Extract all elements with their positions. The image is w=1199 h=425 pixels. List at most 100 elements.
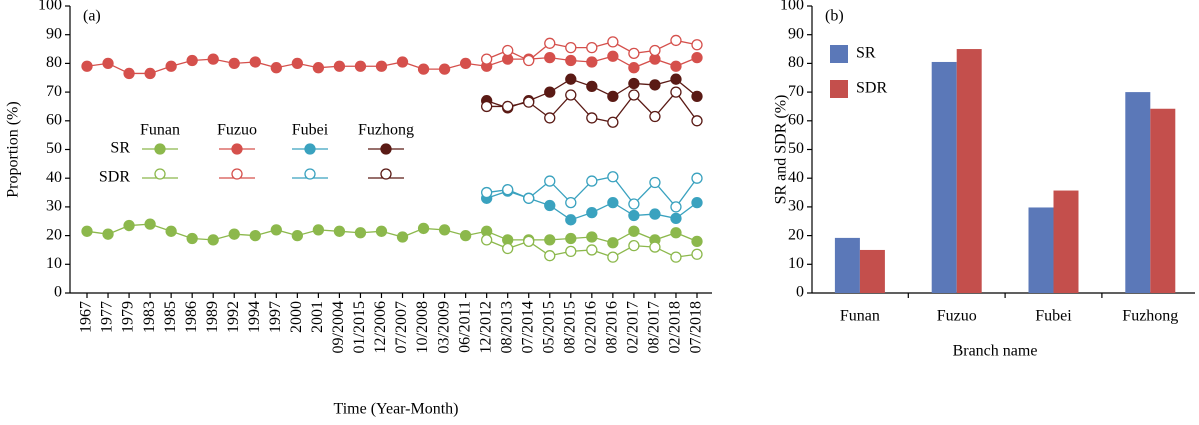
y-tick-label: 0 [54,284,62,301]
data-point [544,234,556,246]
data-point [586,206,598,219]
y-tick-label: 40 [788,169,804,186]
data-point [481,186,493,199]
x-tick-label: 07/2007 [393,301,410,353]
data-point [523,96,535,108]
x-tick-label: 12/2012 [477,301,494,353]
data-point [565,89,577,101]
data-point [544,199,556,212]
x-tick-label: 09/2004 [330,301,347,353]
data-point [607,90,619,103]
data-point [649,110,661,123]
y-tick-label: 30 [46,198,62,215]
data-point [144,218,156,230]
data-point [249,56,261,68]
data-point [628,198,640,210]
bar [859,249,885,293]
bar [1028,207,1054,293]
data-point [628,47,640,60]
data-point [523,54,535,67]
legend-group: Fuzhong [358,122,414,139]
legend-swatch [830,80,848,98]
data-point [691,115,703,127]
data-point [249,229,261,242]
data-point [459,229,472,242]
data-point [628,209,640,222]
y-tick-label: 80 [788,54,804,71]
data-point [670,73,682,85]
legend-marker [154,168,166,180]
data-point [586,175,598,187]
data-point [649,208,661,220]
data-point [691,235,703,247]
bar [834,237,860,293]
data-point [649,176,661,189]
data-point [102,228,114,240]
data-point [544,52,556,64]
data-point [586,112,598,124]
x-tick-label: Fubei [1035,308,1072,325]
y-tick-label: 60 [788,111,804,128]
x-tick-label: Fuzhong [1122,308,1178,325]
series-line [86,223,698,244]
data-point [565,41,577,54]
data-point [481,234,493,246]
y-axis-label: SR and SDR (%) [773,95,790,205]
data-point [670,86,682,98]
data-point [165,225,177,237]
x-tick-label: Fuzuo [937,308,977,325]
data-point [417,222,430,235]
legend-marker [380,168,392,180]
y-tick-label: 0 [796,284,804,301]
data-point [586,80,598,93]
data-point [270,62,282,74]
x-tick-label: 1997 [267,301,284,333]
x-tick-label: 01/2015 [351,301,368,353]
data-point [565,73,577,85]
y-tick-label: 30 [788,198,804,215]
data-point [438,63,451,75]
data-point [565,54,577,67]
data-point [628,77,640,90]
x-tick-label: 10/2008 [414,301,431,353]
data-point [502,242,514,255]
data-point [81,225,93,237]
x-tick-label: 12/2006 [372,301,389,353]
data-point [607,171,619,183]
data-point [102,57,114,70]
x-tick-label: 2000 [288,301,305,333]
data-point [691,248,703,260]
legend-marker [304,168,316,180]
data-point [691,52,703,64]
legend-group: Fuzuo [217,122,257,139]
x-tick-label: 2001 [309,301,326,333]
data-point [207,234,219,246]
y-tick-label: 80 [46,54,62,71]
data-point [544,175,556,187]
x-tick-label: 1983 [141,301,158,333]
x-tick-label: 08/2015 [561,301,578,353]
data-point [81,60,93,72]
data-point [544,37,556,49]
bar [931,61,957,294]
data-point [544,112,556,124]
x-tick-label: 1985 [162,301,179,333]
legend-marker [154,143,166,155]
legend-label: SR [856,45,876,62]
x-tick-label: 1977 [99,301,116,333]
data-point [291,57,303,70]
data-point [586,244,598,256]
y-axis-label: Proportion (%) [5,101,22,197]
data-point [565,232,577,245]
data-point [607,116,619,128]
legend-group: Fubei [292,122,329,139]
y-tick-label: 20 [46,226,62,243]
data-point [228,57,240,70]
data-point [396,56,409,68]
x-tick-label: 07/2014 [519,301,536,353]
x-tick-label: 08/2017 [646,301,663,353]
panel-label: (b) [825,8,844,25]
data-point [523,235,535,247]
legend-label: SR [110,140,130,157]
